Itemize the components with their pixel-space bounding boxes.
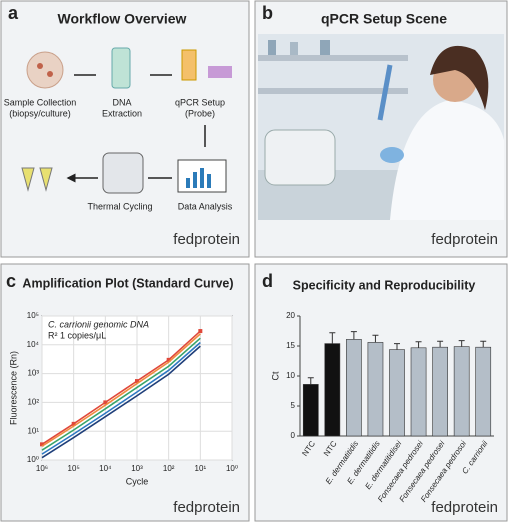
node-label: qPCR Setup [175,97,225,107]
series-line [41,345,201,459]
panel-label: a [8,3,19,23]
error-bar [458,340,465,347]
x-tick-label: 10⁵ [68,464,80,473]
bar [324,343,341,437]
data-point [135,379,139,384]
y-tick-label: 0 [291,431,296,440]
node-label: (Probe) [185,108,215,118]
y-tick-label: 10² [27,398,39,407]
series-line [41,330,201,446]
x-tick-label: 10³ [131,464,143,473]
y-axis-label: Ct [270,371,280,380]
panel-title: Workflow Overview [58,11,187,27]
bar [302,384,319,437]
error-bar [480,340,487,348]
bar [410,347,427,437]
y-axis-label: Fluorescence (Rn) [8,351,18,425]
y-tick-label: 10¹ [27,426,39,435]
watermark: fedprotein [173,499,240,516]
chart-title: Specificity and Reproducibility [293,278,476,292]
chart-title: Amplification Plot (Standard Curve) [22,276,233,290]
error-bar [329,332,336,344]
watermark: fedprotein [173,231,240,248]
bar [453,346,470,437]
error-bar [307,377,314,385]
panel-title: qPCR Setup Scene [321,11,447,27]
data-point [71,421,76,426]
panel-label: d [262,271,273,291]
error-bar [415,341,422,348]
series-line [41,341,201,455]
node-label: DNA [112,97,131,107]
x-tick-label: 10² [163,464,175,473]
annotation: R² 1 copies/μL [48,330,106,340]
y-tick-label: 10 [286,371,295,380]
workflow-icons [21,47,232,194]
bar [475,346,492,437]
series-line [41,333,201,447]
error-bar [394,343,400,350]
node-label: Data Analysis [178,201,233,211]
x-tick-label: 10¹ [195,464,207,473]
series-line [41,337,201,451]
y-tick-label: 5 [291,401,296,410]
panel-label: c [6,271,16,291]
data-point [198,329,203,334]
y-tick-label: 10⁴ [27,340,40,349]
data-point [103,400,108,405]
watermark: fedprotein [431,231,498,248]
lab-photo [258,34,504,220]
y-tick-label: 10³ [27,369,39,378]
y-tick-label: 10⁵ [27,311,39,320]
watermark: fedprotein [431,499,498,516]
bar [367,342,384,437]
x-tick-label: 10⁶ [36,464,48,473]
node-label: Sample Collection [4,97,77,107]
data-point [166,357,171,362]
y-tick-label: 15 [286,341,295,350]
y-tick-label: 20 [286,311,295,320]
x-axis-label: Cycle [126,476,149,486]
error-bar [372,334,379,343]
bar [432,346,448,437]
annotation: C. carrionii genomic DNA [48,319,149,329]
node-label: (biopsy/culture) [9,108,71,118]
x-tick-label: 10⁰ [226,464,238,473]
error-bar [437,340,444,348]
data-point [40,442,44,447]
node-label: Thermal Cycling [87,201,152,211]
bar [389,349,405,437]
y-tick-label: 10⁰ [27,455,39,464]
node-label: Extraction [102,108,142,118]
x-tick-label: 10⁴ [99,464,112,473]
bar [346,339,362,437]
error-bar [350,331,357,340]
panel-label: b [262,3,273,23]
panel-a [0,0,250,258]
